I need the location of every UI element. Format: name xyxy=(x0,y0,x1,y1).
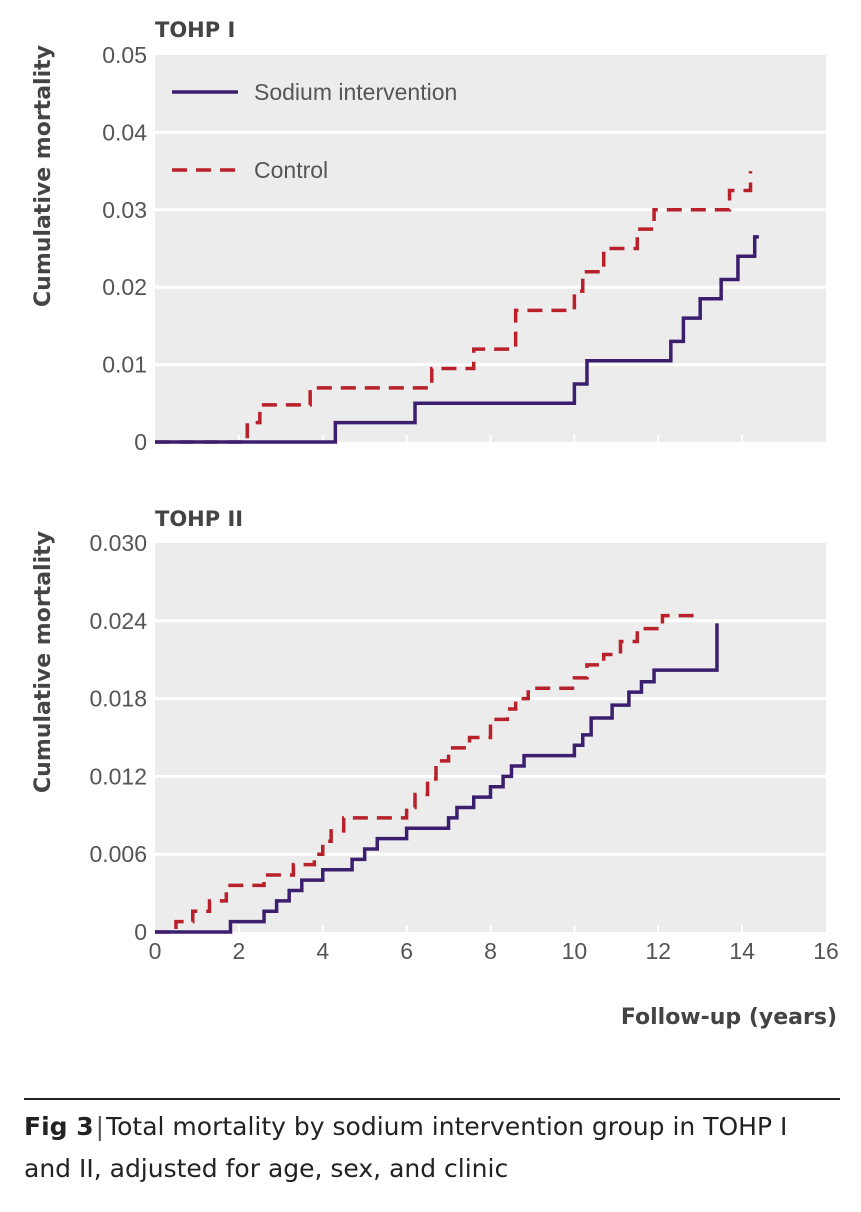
caption-fig-label: Fig 3 xyxy=(24,1112,94,1141)
x-axis-label: Follow-up (years) xyxy=(621,1005,837,1030)
legend-label-sodium: Sodium intervention xyxy=(254,79,457,105)
y-tick-label: 0.01 xyxy=(102,352,147,378)
legend: Sodium intervention Control xyxy=(172,79,457,183)
x-tick-label: 10 xyxy=(562,938,588,964)
x-tick-label: 2 xyxy=(232,938,245,964)
series-line-control xyxy=(155,605,694,934)
legend-label-control: Control xyxy=(254,157,328,183)
x-ticks: 0 2 4 6 8 10 12 14 16 xyxy=(149,938,839,964)
gridlines-tohp2 xyxy=(155,619,826,932)
x-tick-label: 14 xyxy=(729,938,755,964)
y-tick-label: 0.03 xyxy=(102,197,147,223)
y-tick-label: 0 xyxy=(134,919,147,945)
panel-tohp2: TOHP II Cumulative mortality 0 0.006 0.012… xyxy=(31,507,839,1030)
series-line-control xyxy=(155,171,753,444)
caption-separator: | xyxy=(95,1112,105,1141)
series-lines-tohp2 xyxy=(155,605,719,934)
y-axis-label-tohp2: Cumulative mortality xyxy=(31,531,56,793)
y-axis-label-tohp1: Cumulative mortality xyxy=(31,45,56,307)
caption-text: Total mortality by sodium intervention g… xyxy=(24,1112,788,1183)
panel-tohp1: TOHP I Cumulative mortality 0 0.01 0.02 0.0… xyxy=(31,18,826,455)
gridlines-tohp1 xyxy=(155,130,826,442)
plot-area-tohp1 xyxy=(155,55,826,442)
y-tick-label: 0.05 xyxy=(102,42,147,68)
y-tick-label: 0.012 xyxy=(89,763,147,789)
y-tick-label: 0 xyxy=(134,429,147,455)
y-tick-label: 0.018 xyxy=(89,686,147,712)
x-tick-label: 0 xyxy=(149,938,162,964)
panel-title-tohp2: TOHP II xyxy=(155,507,243,531)
y-tick-label: 0.030 xyxy=(89,530,147,556)
series-line-sodium xyxy=(155,623,719,934)
x-tick-label: 6 xyxy=(400,938,413,964)
figure: TOHP I Cumulative mortality 0 0.01 0.02 0.0… xyxy=(31,18,839,1030)
series-lines-tohp1 xyxy=(155,171,759,444)
x-tick-label: 12 xyxy=(645,938,671,964)
figure-caption: Fig 3|Total mortality by sodium interven… xyxy=(24,1098,840,1190)
y-tick-label: 0.02 xyxy=(102,274,147,300)
panel-title-tohp1: TOHP I xyxy=(155,18,235,42)
y-tick-label: 0.006 xyxy=(89,841,147,867)
y-ticks-tohp1: 0 0.01 0.02 0.03 0.04 0.05 xyxy=(102,42,147,455)
x-tick-label: 16 xyxy=(813,938,839,964)
y-ticks-tohp2: 0 0.006 0.012 0.018 0.024 0.030 xyxy=(89,530,147,945)
x-tick-label: 8 xyxy=(484,938,497,964)
x-tick-label: 4 xyxy=(316,938,329,964)
y-tick-label: 0.024 xyxy=(89,608,147,634)
series-line-sodium xyxy=(155,235,759,444)
y-tick-label: 0.04 xyxy=(102,119,147,145)
